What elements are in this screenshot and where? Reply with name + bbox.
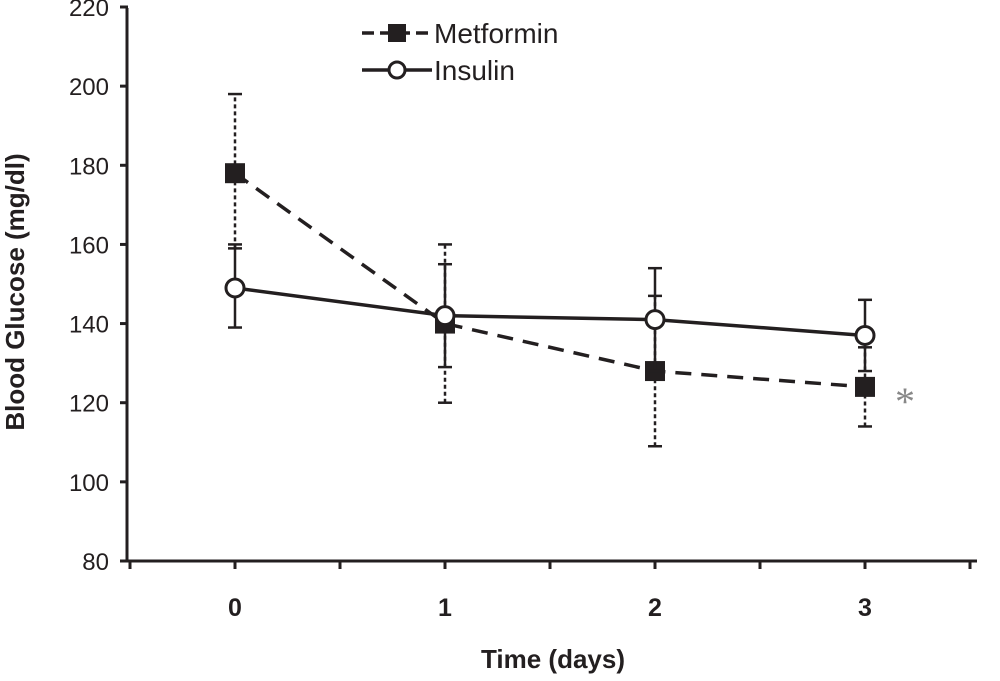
legend-label-insulin: Insulin <box>434 55 515 86</box>
legend: Metformin Insulin <box>362 18 558 86</box>
x-tick-label: 0 <box>228 594 242 622</box>
metformin-line <box>233 171 866 389</box>
legend-label-metformin: Metformin <box>434 18 558 49</box>
series-insulin <box>224 243 876 373</box>
series-metformin <box>225 92 875 448</box>
metformin-point <box>225 163 245 184</box>
x-tick-label: 2 <box>648 594 662 622</box>
legend-marker-metformin <box>388 24 406 42</box>
insulin-line <box>234 286 866 338</box>
legend-item-metformin: Metformin <box>362 18 558 49</box>
y-tick-label: 140 <box>69 312 109 339</box>
y-tick-label: 100 <box>69 470 109 497</box>
x-tick-label: 3 <box>858 594 872 622</box>
x-axis-title: Time (days) <box>481 644 625 674</box>
y-tick-label: 200 <box>69 74 109 101</box>
y-tick-label: 120 <box>69 391 109 418</box>
x-tick-labels: 0 1 2 3 <box>228 594 872 622</box>
annotations: * <box>895 379 915 424</box>
y-tick-labels: 80 100 120 140 160 180 200 220 <box>69 0 109 576</box>
insulin-point <box>854 324 876 346</box>
legend-marker-insulin <box>387 60 407 80</box>
metformin-point <box>855 376 875 397</box>
y-tick-label: 180 <box>69 153 109 180</box>
legend-item-insulin: Insulin <box>362 55 515 86</box>
y-tick-label: 160 <box>69 232 109 259</box>
y-tick-label: 80 <box>82 549 109 576</box>
series-group <box>224 92 876 448</box>
y-tick-label: 220 <box>69 0 109 22</box>
insulin-point <box>224 277 246 299</box>
x-tick-label: 1 <box>438 594 452 622</box>
insulin-point <box>434 305 456 327</box>
significance-marker: * <box>895 379 915 424</box>
y-axis-title: Blood Glucose (mg/dl) <box>0 153 30 430</box>
axes <box>120 5 977 569</box>
insulin-point <box>644 309 666 331</box>
